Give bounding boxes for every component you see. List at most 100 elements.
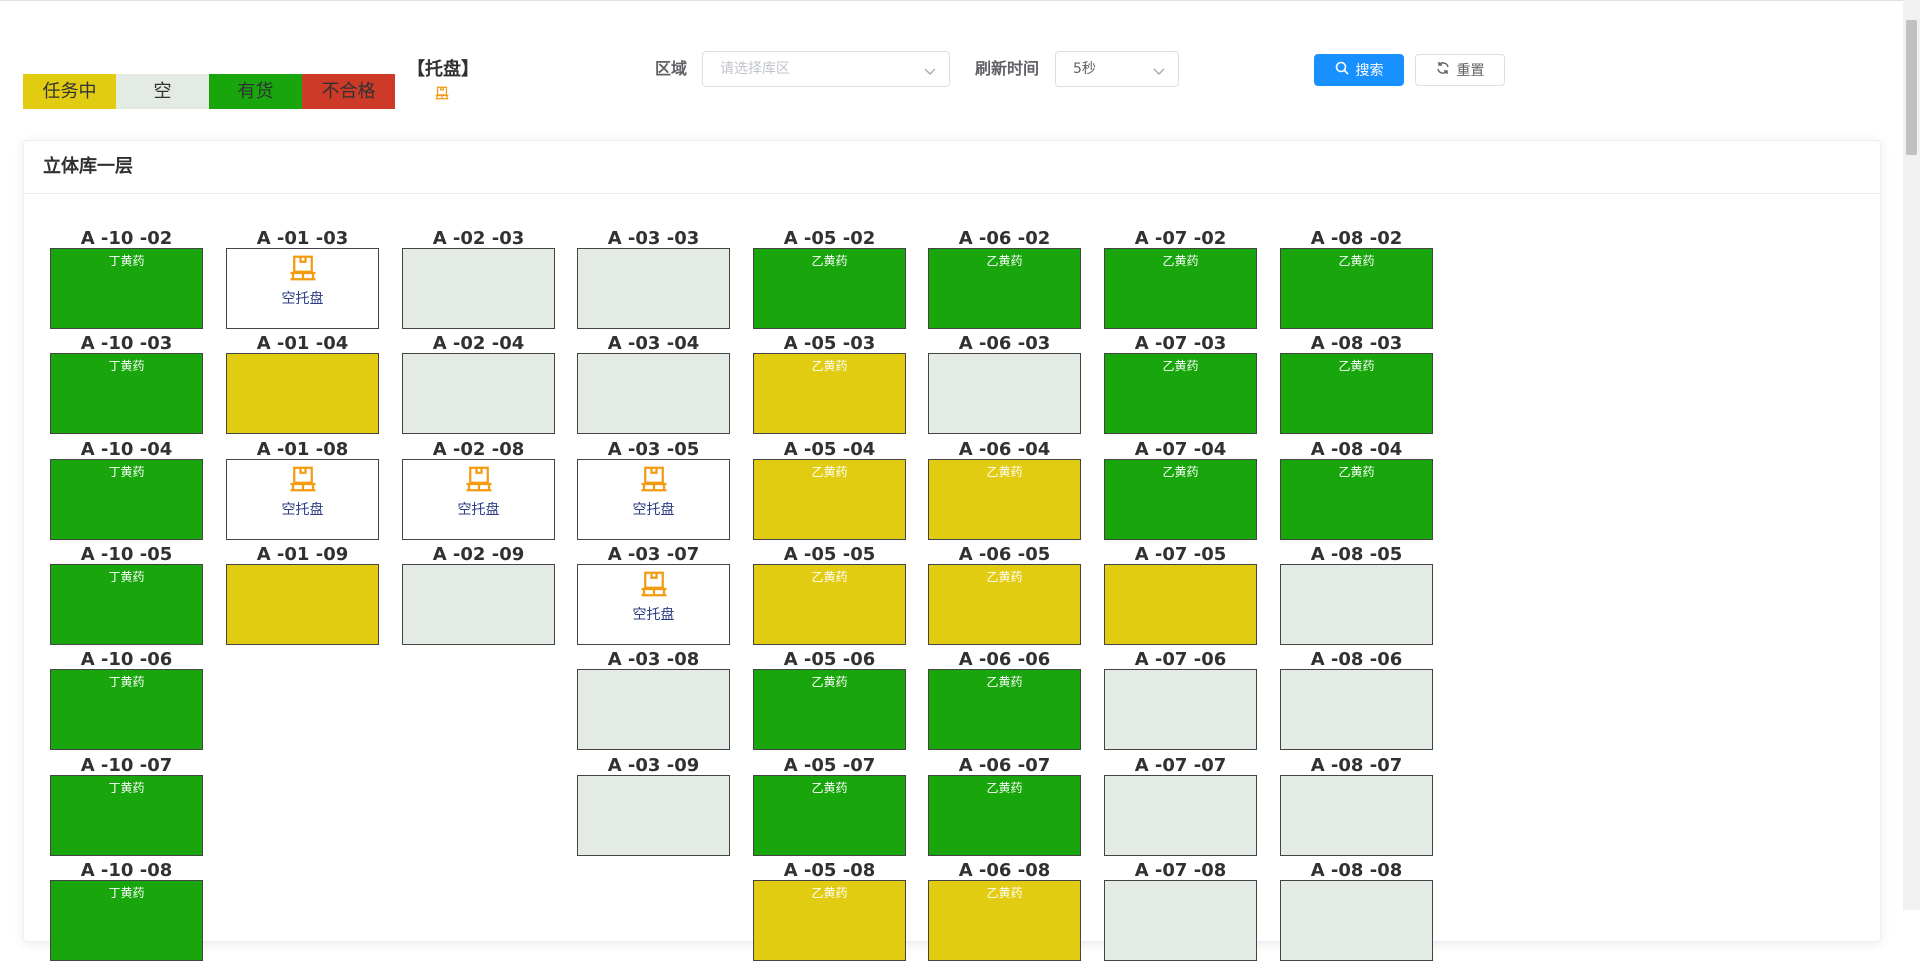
refresh-select[interactable]: 5秒: [1055, 51, 1179, 87]
location-cell[interactable]: [1104, 669, 1257, 750]
location-code: A -01 -09: [256, 544, 349, 565]
location-code: A -06 -02: [958, 228, 1051, 249]
location-cell[interactable]: [226, 564, 379, 645]
location-cell[interactable]: 乙黄药: [1280, 248, 1433, 329]
location-code: A -01 -04: [256, 333, 349, 354]
location-cell[interactable]: 空托盘: [402, 459, 555, 540]
location-cell[interactable]: 乙黄药: [753, 248, 906, 329]
tray-label: 空托盘: [281, 502, 324, 518]
location-code: A -10 -08: [80, 860, 173, 881]
location-cell[interactable]: 乙黄药: [753, 353, 906, 434]
location-code: A -07 -02: [1134, 228, 1227, 249]
location-cell[interactable]: [402, 353, 555, 434]
search-icon: [1335, 61, 1349, 79]
location-cell[interactable]: 丁黄药: [50, 880, 203, 961]
location-cell[interactable]: 空托盘: [577, 564, 730, 645]
goods-label: 乙黄药: [811, 781, 848, 795]
goods-label: 丁黄药: [108, 675, 145, 689]
location-code: A -07 -03: [1134, 333, 1227, 354]
location-cell[interactable]: [577, 248, 730, 329]
location-cell[interactable]: 乙黄药: [928, 248, 1081, 329]
location-cell[interactable]: 空托盘: [226, 459, 379, 540]
location-code: A -05 -05: [783, 544, 876, 565]
location-cell[interactable]: [1280, 669, 1433, 750]
location-cell[interactable]: 乙黄药: [753, 564, 906, 645]
goods-label: 丁黄药: [108, 570, 145, 584]
location-cell[interactable]: [402, 248, 555, 329]
location-cell[interactable]: [577, 353, 730, 434]
location-cell[interactable]: 丁黄药: [50, 459, 203, 540]
location-cell[interactable]: 乙黄药: [1280, 353, 1433, 434]
location-cell[interactable]: 乙黄药: [928, 459, 1081, 540]
location-code: A -07 -08: [1134, 860, 1227, 881]
location-code: A -08 -07: [1310, 755, 1403, 776]
search-button-label: 搜索: [1355, 63, 1384, 79]
location-cell[interactable]: [577, 669, 730, 750]
search-button[interactable]: 搜索: [1314, 54, 1404, 86]
location-cell[interactable]: [1280, 775, 1433, 856]
location-cell[interactable]: [226, 353, 379, 434]
location-code: A -05 -02: [783, 228, 876, 249]
location-cell[interactable]: 乙黄药: [1280, 459, 1433, 540]
location-cell[interactable]: 丁黄药: [50, 669, 203, 750]
location-cell[interactable]: [1280, 880, 1433, 961]
location-cell[interactable]: 乙黄药: [928, 669, 1081, 750]
location-cell[interactable]: 空托盘: [577, 459, 730, 540]
location-code: A -06 -03: [958, 333, 1051, 354]
location-cell[interactable]: [402, 564, 555, 645]
location-cell[interactable]: 乙黄药: [928, 880, 1081, 961]
location-code: A -10 -05: [80, 544, 173, 565]
location-code: A -02 -09: [432, 544, 525, 565]
location-code: A -08 -08: [1310, 860, 1403, 881]
chevron-down-icon: [1152, 63, 1166, 82]
scrollbar-thumb[interactable]: [1906, 20, 1917, 155]
location-cell[interactable]: [928, 353, 1081, 434]
location-cell[interactable]: 乙黄药: [1104, 248, 1257, 329]
location-code: A -08 -02: [1310, 228, 1403, 249]
goods-label: 乙黄药: [1162, 359, 1199, 373]
location-cell[interactable]: 丁黄药: [50, 353, 203, 434]
location-code: A -03 -08: [607, 649, 700, 670]
location-cell[interactable]: 乙黄药: [753, 775, 906, 856]
refresh-icon: [1436, 61, 1450, 79]
location-code: A -08 -06: [1310, 649, 1403, 670]
location-cell[interactable]: 丁黄药: [50, 775, 203, 856]
location-code: A -06 -04: [958, 439, 1051, 460]
legend-goods: 有货: [209, 74, 302, 109]
scrollbar[interactable]: [1903, 0, 1920, 910]
location-cell[interactable]: [1104, 564, 1257, 645]
location-cell[interactable]: [1104, 880, 1257, 961]
goods-label: 丁黄药: [108, 359, 145, 373]
location-cell[interactable]: [1280, 564, 1433, 645]
goods-label: 乙黄药: [986, 675, 1023, 689]
legend-bad: 不合格: [302, 74, 395, 109]
location-cell[interactable]: 乙黄药: [753, 669, 906, 750]
location-cell[interactable]: 乙黄药: [928, 564, 1081, 645]
tray-label: 空托盘: [632, 502, 675, 518]
location-cell[interactable]: 乙黄药: [1104, 353, 1257, 434]
goods-label: 乙黄药: [986, 781, 1023, 795]
location-code: A -03 -09: [607, 755, 700, 776]
location-cell[interactable]: 乙黄药: [1104, 459, 1257, 540]
location-cell[interactable]: 乙黄药: [753, 459, 906, 540]
location-code: A -03 -04: [607, 333, 700, 354]
location-cell[interactable]: 乙黄药: [753, 880, 906, 961]
pallet-icon: [639, 465, 669, 497]
location-cell[interactable]: [577, 775, 730, 856]
location-cell[interactable]: 丁黄药: [50, 564, 203, 645]
location-code: A -08 -04: [1310, 439, 1403, 460]
panel-title: 立体库一层: [24, 141, 1880, 194]
goods-label: 乙黄药: [811, 254, 848, 268]
location-code: A -05 -04: [783, 439, 876, 460]
location-cell[interactable]: [1104, 775, 1257, 856]
goods-label: 乙黄药: [811, 359, 848, 373]
location-cell[interactable]: 空托盘: [226, 248, 379, 329]
location-code: A -05 -07: [783, 755, 876, 776]
location-cell[interactable]: 乙黄药: [928, 775, 1081, 856]
pallet-icon: [288, 254, 318, 286]
goods-label: 乙黄药: [1162, 465, 1199, 479]
location-cell[interactable]: 丁黄药: [50, 248, 203, 329]
legend-task: 任务中: [23, 74, 116, 109]
reset-button[interactable]: 重置: [1415, 54, 1505, 86]
area-select[interactable]: 请选择库区: [702, 51, 950, 87]
